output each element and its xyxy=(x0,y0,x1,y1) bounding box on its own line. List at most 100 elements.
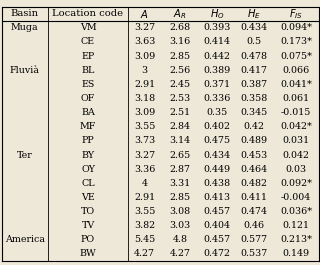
Text: 4.27: 4.27 xyxy=(134,249,155,258)
Text: 0.358: 0.358 xyxy=(241,94,268,103)
Text: 2.65: 2.65 xyxy=(169,151,191,160)
Text: 2.85: 2.85 xyxy=(169,193,190,202)
Text: 0.411: 0.411 xyxy=(241,193,268,202)
Text: 2.84: 2.84 xyxy=(170,122,190,131)
Text: 0.345: 0.345 xyxy=(241,108,268,117)
Text: 0.474: 0.474 xyxy=(241,207,268,216)
Text: BY: BY xyxy=(82,151,95,160)
Text: 0.449: 0.449 xyxy=(204,165,231,174)
Text: 0.482: 0.482 xyxy=(241,179,268,188)
Text: VM: VM xyxy=(80,23,96,32)
Text: PO: PO xyxy=(81,235,95,244)
Text: 0.094*: 0.094* xyxy=(280,23,312,32)
Text: MF: MF xyxy=(80,122,96,131)
Text: Ter: Ter xyxy=(17,151,33,160)
Text: 0.464: 0.464 xyxy=(241,165,268,174)
Text: 0.031: 0.031 xyxy=(283,136,310,145)
Text: BW: BW xyxy=(80,249,96,258)
Text: 2.87: 2.87 xyxy=(170,165,190,174)
Text: 0.03: 0.03 xyxy=(285,165,307,174)
Text: 3.63: 3.63 xyxy=(134,37,156,46)
Text: 5.45: 5.45 xyxy=(134,235,155,244)
Text: 0.457: 0.457 xyxy=(204,235,231,244)
Text: 0.404: 0.404 xyxy=(204,221,231,230)
Text: 2.56: 2.56 xyxy=(169,66,191,75)
Text: 0.438: 0.438 xyxy=(204,179,231,188)
Text: 0.121: 0.121 xyxy=(283,221,310,230)
Text: America: America xyxy=(5,235,45,244)
Text: 0.434: 0.434 xyxy=(241,23,268,32)
Text: 0.041*: 0.041* xyxy=(280,80,312,89)
Text: $H_O$: $H_O$ xyxy=(210,7,225,21)
Text: 0.336: 0.336 xyxy=(204,94,231,103)
Text: 0.213*: 0.213* xyxy=(280,235,312,244)
Text: 0.42: 0.42 xyxy=(244,122,265,131)
Text: Location code: Location code xyxy=(52,9,124,18)
Text: 4: 4 xyxy=(142,179,148,188)
Text: 0.173*: 0.173* xyxy=(280,37,312,46)
Text: $H_E$: $H_E$ xyxy=(247,7,261,21)
Text: 4.27: 4.27 xyxy=(170,249,190,258)
Text: 0.472: 0.472 xyxy=(204,249,231,258)
Text: 4.8: 4.8 xyxy=(172,235,188,244)
Text: BA: BA xyxy=(81,108,95,117)
Text: OF: OF xyxy=(81,94,95,103)
Text: 3.14: 3.14 xyxy=(169,136,190,145)
Text: 2.53: 2.53 xyxy=(169,94,191,103)
Text: 0.442: 0.442 xyxy=(204,52,231,61)
Text: 0.402: 0.402 xyxy=(204,122,231,131)
Text: 2.68: 2.68 xyxy=(169,23,190,32)
Text: 0.149: 0.149 xyxy=(283,249,310,258)
Text: 0.042: 0.042 xyxy=(283,151,310,160)
Text: OY: OY xyxy=(81,165,95,174)
Text: 2.91: 2.91 xyxy=(134,80,155,89)
Text: 2.85: 2.85 xyxy=(169,52,190,61)
Text: Fluvià: Fluvià xyxy=(10,66,40,75)
Text: 3.27: 3.27 xyxy=(134,23,155,32)
Text: 0.489: 0.489 xyxy=(241,136,268,145)
Text: 0.537: 0.537 xyxy=(241,249,268,258)
Text: 0.5: 0.5 xyxy=(247,37,262,46)
Text: 3.08: 3.08 xyxy=(169,207,190,216)
Text: PP: PP xyxy=(82,136,94,145)
Text: 0.389: 0.389 xyxy=(204,66,231,75)
Text: 0.478: 0.478 xyxy=(241,52,268,61)
Text: TV: TV xyxy=(81,221,95,230)
Text: 0.393: 0.393 xyxy=(204,23,231,32)
Text: 3.31: 3.31 xyxy=(169,179,191,188)
Text: 3.16: 3.16 xyxy=(169,37,191,46)
Text: 0.577: 0.577 xyxy=(241,235,268,244)
Text: TO: TO xyxy=(81,207,95,216)
Text: 0.46: 0.46 xyxy=(244,221,265,230)
Text: $F_{IS}$: $F_{IS}$ xyxy=(289,7,303,21)
Text: CL: CL xyxy=(81,179,95,188)
Text: 3.55: 3.55 xyxy=(134,122,156,131)
Text: 0.061: 0.061 xyxy=(283,94,310,103)
Text: -0.015: -0.015 xyxy=(281,108,311,117)
Text: 0.475: 0.475 xyxy=(204,136,231,145)
Text: 0.042*: 0.042* xyxy=(280,122,312,131)
Text: 0.434: 0.434 xyxy=(204,151,231,160)
Text: 3.55: 3.55 xyxy=(134,207,156,216)
Text: 2.45: 2.45 xyxy=(169,80,190,89)
Text: $A_R$: $A_R$ xyxy=(173,7,187,21)
Text: 0.371: 0.371 xyxy=(204,80,231,89)
Text: 0.457: 0.457 xyxy=(204,207,231,216)
Text: 3.03: 3.03 xyxy=(169,221,191,230)
Text: EP: EP xyxy=(81,52,95,61)
Text: $A$: $A$ xyxy=(140,8,149,20)
Text: 0.413: 0.413 xyxy=(204,193,231,202)
Text: 3.82: 3.82 xyxy=(134,221,155,230)
Text: 3.09: 3.09 xyxy=(134,52,155,61)
Text: 0.092*: 0.092* xyxy=(280,179,312,188)
Text: 0.453: 0.453 xyxy=(241,151,268,160)
Text: Basin: Basin xyxy=(11,9,39,18)
Text: 3: 3 xyxy=(142,66,148,75)
Text: 3.27: 3.27 xyxy=(134,151,155,160)
Text: 2.91: 2.91 xyxy=(134,193,155,202)
Text: Muga: Muga xyxy=(11,23,39,32)
Text: 0.387: 0.387 xyxy=(241,80,268,89)
Text: 0.35: 0.35 xyxy=(206,108,228,117)
Text: 3.09: 3.09 xyxy=(134,108,155,117)
Text: BL: BL xyxy=(81,66,95,75)
